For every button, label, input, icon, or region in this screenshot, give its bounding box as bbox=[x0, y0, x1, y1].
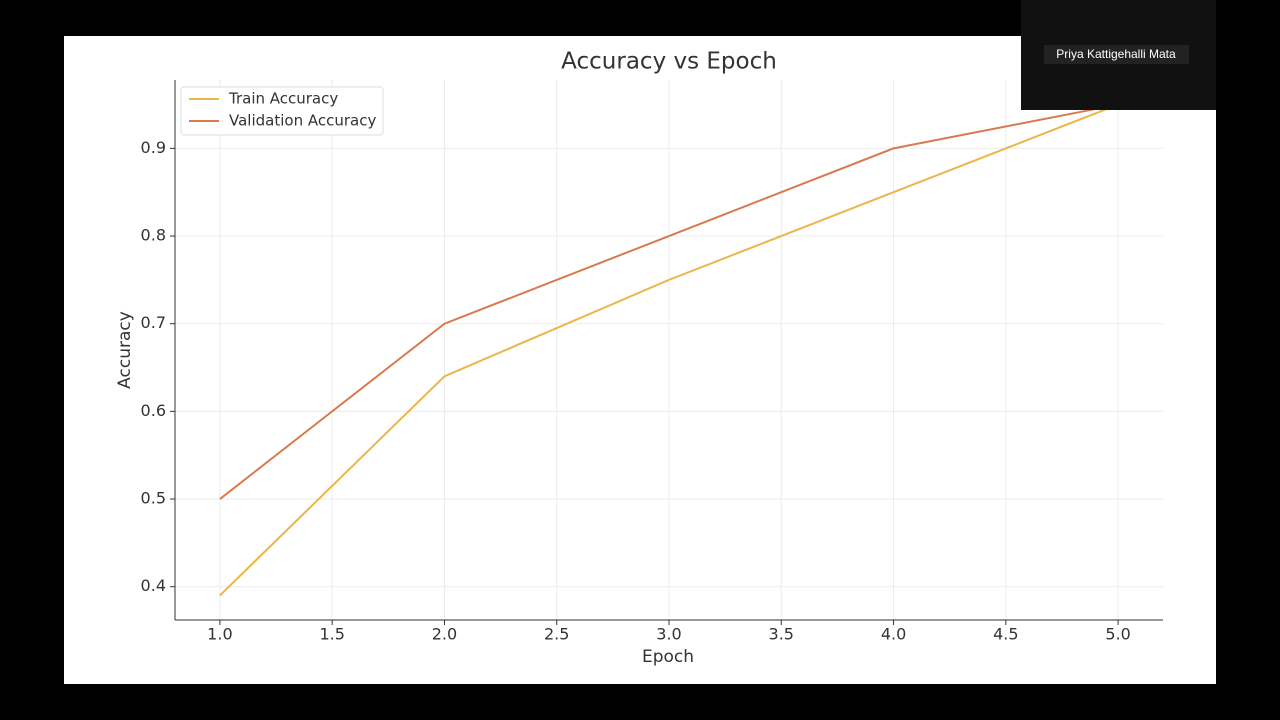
x-axis-label: Epoch bbox=[642, 647, 694, 667]
participant-name: Priya Kattigehalli Mata bbox=[1056, 47, 1176, 61]
video-tile: Priya Kattigehalli Mata bbox=[1021, 0, 1216, 110]
legend-label: Validation Accuracy bbox=[229, 112, 376, 130]
x-tick-label: 2.0 bbox=[432, 625, 457, 644]
data-line bbox=[219, 103, 1119, 500]
y-tick-label: 0.6 bbox=[141, 401, 166, 420]
x-tick-label: 4.5 bbox=[993, 625, 1018, 644]
legend-box bbox=[180, 86, 384, 136]
y-axis-label: Accuracy bbox=[115, 311, 135, 389]
name-tag-bg bbox=[1044, 45, 1189, 64]
slide bbox=[64, 36, 1216, 684]
plot: 1.0 1.5 2.0 2.5 3.0 3.5 4.0 4.5 5.0 0.4 0.5 0.6 0.7 0… bbox=[141, 80, 1163, 644]
chart-title: Accuracy vs Epoch bbox=[561, 49, 777, 75]
y-tick-label: 0.8 bbox=[141, 226, 166, 245]
x-tick-label: 2.5 bbox=[544, 625, 569, 644]
x-tick-label: 3.0 bbox=[656, 625, 681, 644]
x-tick-label: 4.0 bbox=[881, 625, 906, 644]
x-tick-label: 1.0 bbox=[207, 625, 232, 644]
y-tick-label: 0.5 bbox=[141, 489, 166, 508]
data-line bbox=[219, 103, 1119, 597]
legend-label: Train Accuracy bbox=[228, 90, 338, 108]
x-tick-label: 3.5 bbox=[769, 625, 794, 644]
y-tick-label: 0.7 bbox=[141, 313, 166, 332]
y-tick-label: 0.4 bbox=[141, 576, 166, 595]
y-tick-label: 0.9 bbox=[141, 138, 166, 157]
x-tick-label: 1.5 bbox=[319, 625, 344, 644]
x-tick-label: 5.0 bbox=[1105, 625, 1130, 644]
